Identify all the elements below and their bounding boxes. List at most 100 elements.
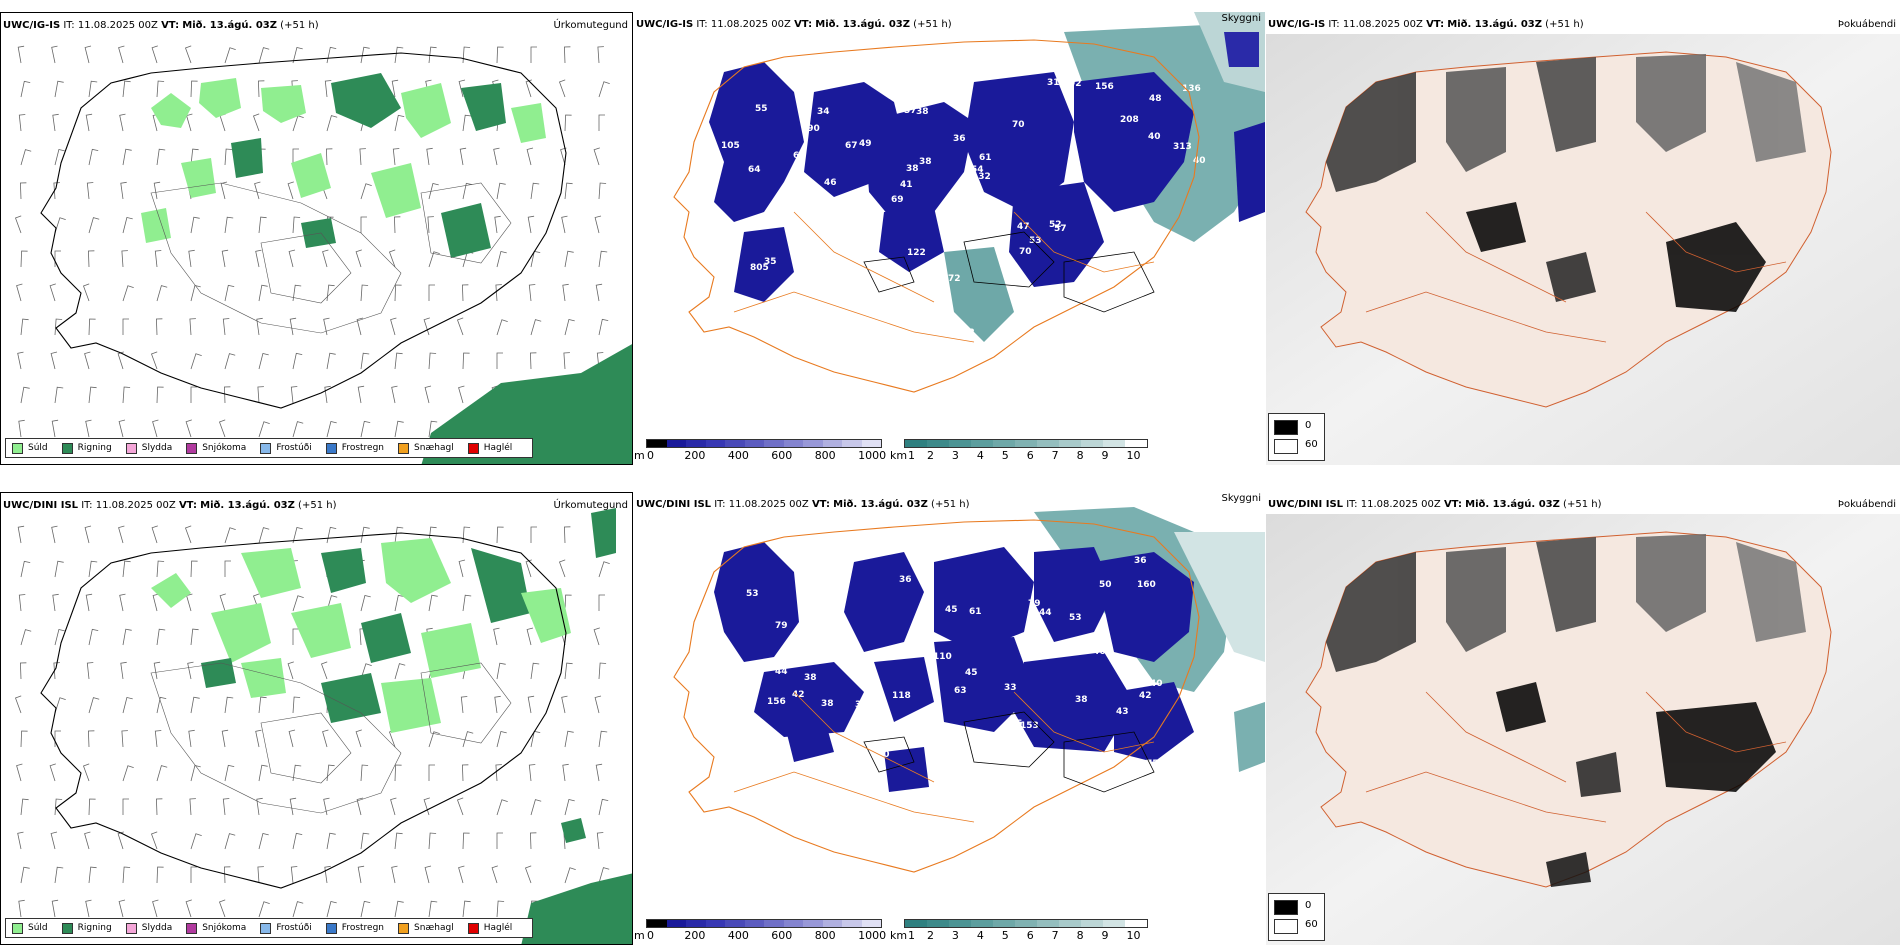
colorbar-tick: 800 xyxy=(814,449,836,462)
iceland-coastline xyxy=(40,532,567,889)
colorbar-tick: 1 xyxy=(908,929,915,942)
legend-swatch xyxy=(398,442,410,454)
cloud-base-label: 44 xyxy=(1039,608,1052,618)
legend-label: Haglél xyxy=(483,443,513,453)
cloud-base-areas xyxy=(714,542,1194,792)
cloud-base-label: 33 xyxy=(1004,683,1017,693)
cloud-base-label: 42 xyxy=(1139,691,1152,701)
cloud-base-label: 65 xyxy=(820,256,833,266)
colorbar-tick: 4 xyxy=(976,929,984,942)
cloud-base-label: 72 xyxy=(948,274,961,284)
cloud-base-label: 208 xyxy=(1120,115,1139,125)
precip-legend: Súld Rigning Slydda Snjókoma Frostúði Frostre… xyxy=(5,918,534,938)
legend-item: Rigning xyxy=(61,442,112,454)
iceland-coastline xyxy=(40,52,567,409)
cloud-base-label: 43 xyxy=(772,317,785,327)
iceland-landmass xyxy=(1305,51,1832,408)
cloud-base-label: 120 xyxy=(769,321,788,331)
precip-type-panel-bottom: UWC/DINI ISL IT: 11.08.2025 00Z VT: Mið.… xyxy=(0,492,633,945)
cloud-base-label: 50 xyxy=(1099,580,1112,590)
cloud-base-label: 136 xyxy=(1182,84,1201,94)
panel-header: UWC/DINI ISL IT: 11.08.2025 00Z VT: Mið.… xyxy=(636,493,1261,510)
cloud-base-label: 132 xyxy=(852,301,871,311)
fog-index-map xyxy=(1266,34,1900,465)
cloud-base-label: 65 xyxy=(1010,719,1023,729)
colorbar-tick: 7 xyxy=(1051,449,1059,462)
legend-label: Súld xyxy=(28,923,48,933)
panel-header: UWC/DINI ISL IT: 11.08.2025 00Z VT: Mið.… xyxy=(1268,499,1896,510)
colorbar-tick: 600 xyxy=(771,449,793,462)
cloud-base-label: 45 xyxy=(965,668,978,678)
cloud-base-label: 55 xyxy=(1060,779,1073,789)
legend-item: Súld xyxy=(12,922,48,934)
cloud-base-label: 110 xyxy=(933,652,952,662)
legend-label: Rigning xyxy=(77,923,112,933)
field-name: Úrkomutegund xyxy=(553,500,628,511)
init-time: 11.08.2025 00Z xyxy=(1342,19,1423,30)
fog-legend-swatch xyxy=(1274,439,1298,454)
model-name: UWC/IG-IS xyxy=(636,19,694,30)
cloud-base-label: 46 xyxy=(1093,647,1106,657)
colorbar-tick: 5 xyxy=(1001,449,1009,462)
lead-time: (+51 h) xyxy=(1545,19,1584,30)
cloud-base-label: 39 xyxy=(909,285,922,295)
legend-swatch xyxy=(61,442,73,454)
cloud-base-label: 36 xyxy=(1016,540,1029,550)
fog-index-map xyxy=(1266,514,1900,945)
valid-time: Mið. 13.ágú. 03Z xyxy=(833,499,928,510)
cloud-base-label: 42 xyxy=(752,736,765,746)
cloud-base-label: 31 xyxy=(1047,78,1060,88)
cloud-base-label: 57 xyxy=(904,106,917,116)
cloud-base-label: 48 xyxy=(1149,94,1162,104)
legend-swatch xyxy=(260,442,272,454)
cloud-base-label: 43 xyxy=(1116,707,1129,717)
init-time: 11.08.2025 00Z xyxy=(1360,499,1441,510)
fog-legend-swatch xyxy=(1274,900,1298,915)
lead-time: (+51 h) xyxy=(931,499,970,510)
cloud-base-label: 47 xyxy=(901,276,914,286)
cloud-base-label: 36 xyxy=(1134,556,1147,566)
legend-item: Slydda xyxy=(125,442,172,454)
cloud-base-label: 160 xyxy=(1137,580,1156,590)
precip-areas xyxy=(151,508,632,944)
cloud-base-label: 188 xyxy=(990,65,1009,75)
cloud-base-label: 61 xyxy=(729,327,742,337)
cloud-base-label: 105 xyxy=(721,141,740,151)
precip-areas xyxy=(141,73,632,464)
cloud-base-label: 156 xyxy=(1095,82,1114,92)
precip-type-map xyxy=(14,45,632,464)
cloud-base-label: 122 xyxy=(907,248,926,258)
legend-swatch xyxy=(61,922,73,934)
cloud-base-label: 64 xyxy=(748,165,761,175)
cloud-base-label: 36 xyxy=(899,575,912,585)
lead-time: (+51 h) xyxy=(280,20,319,31)
cloud-base-label: 40 xyxy=(1193,156,1206,166)
colorbar-tick: 200 xyxy=(684,929,706,942)
visibility-unit: km xyxy=(890,929,908,942)
legend-swatch xyxy=(398,922,410,934)
field-name: Þokuábendi xyxy=(1837,499,1896,510)
fog-legend-value: 60 xyxy=(1305,439,1318,450)
legend-label: Frostúði xyxy=(276,923,312,933)
iceland-coastline xyxy=(673,39,1200,393)
legend-swatch xyxy=(467,442,479,454)
legend-item: Snæhagl xyxy=(398,442,454,454)
colorbar-tick: 1000 xyxy=(858,449,887,462)
fog-legend-swatch xyxy=(1274,919,1298,934)
cloud-base-label: 38 xyxy=(821,699,834,709)
glacier-outlines xyxy=(863,711,1155,793)
cloud-base-label: 37 xyxy=(884,72,897,82)
cloud-base-label: 98 xyxy=(927,56,940,66)
model-name: UWC/DINI ISL xyxy=(1268,499,1344,510)
terrain-contours xyxy=(150,662,512,814)
colorbar-tick: 6 xyxy=(1026,449,1034,462)
cloud-base-label: 38 xyxy=(919,157,932,167)
legend-label: Rigning xyxy=(77,443,112,453)
cloud-base-label: 66 xyxy=(793,151,806,161)
cloud-base-label: 51 xyxy=(906,66,919,76)
precip-type-panel-top: UWC/IG-IS IT: 11.08.2025 00Z VT: Mið. 13… xyxy=(0,12,633,465)
legend-swatch xyxy=(467,922,479,934)
cloud-base-label: 452 xyxy=(1174,253,1193,263)
legend-item: Frostregn xyxy=(325,442,384,454)
field-name: Skyggni xyxy=(1221,13,1261,24)
